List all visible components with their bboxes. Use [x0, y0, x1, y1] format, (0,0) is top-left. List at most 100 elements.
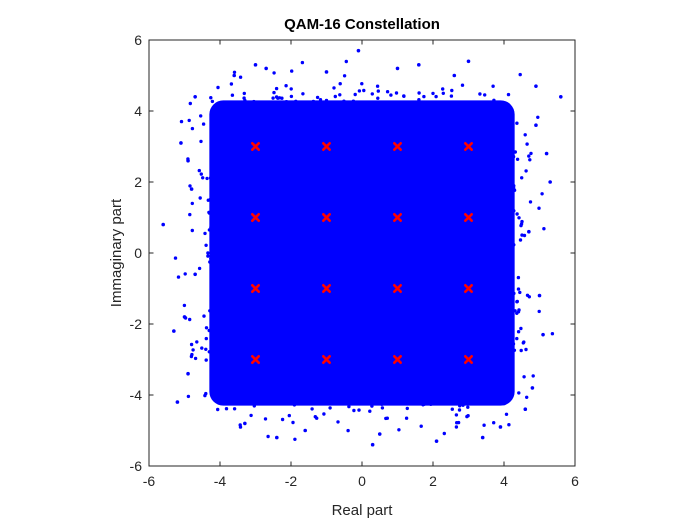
- sample-point: [324, 70, 329, 74]
- sample-point: [540, 192, 544, 196]
- sample-point: [218, 393, 223, 398]
- sample-point: [320, 398, 324, 402]
- sample-point: [402, 94, 406, 98]
- sample-point: [209, 193, 214, 198]
- sample-point: [218, 178, 223, 182]
- sample-point: [216, 362, 221, 367]
- sample-point: [243, 421, 247, 426]
- sample-point: [509, 299, 513, 303]
- sample-point: [221, 209, 225, 213]
- sample-point: [182, 303, 187, 308]
- sample-point: [210, 99, 215, 104]
- sample-point: [517, 391, 521, 395]
- y-tick-label: 6: [134, 32, 142, 48]
- sample-point: [204, 391, 208, 396]
- sample-point: [215, 137, 219, 141]
- sample-point: [502, 401, 506, 406]
- sample-point: [509, 314, 513, 318]
- sample-point: [492, 421, 496, 425]
- sample-point: [510, 177, 514, 181]
- sample-point: [495, 398, 499, 402]
- sample-point: [278, 393, 282, 397]
- sample-point: [332, 86, 336, 90]
- sample-point: [524, 169, 528, 173]
- sample-point: [397, 428, 401, 432]
- sample-point: [417, 98, 421, 102]
- sample-point: [230, 93, 235, 97]
- sample-point: [475, 106, 479, 110]
- sample-point: [322, 102, 326, 106]
- sample-point: [527, 154, 531, 158]
- sample-point: [238, 75, 243, 79]
- sample-point: [213, 327, 217, 331]
- sample-point: [404, 416, 409, 420]
- sample-point: [243, 98, 247, 103]
- sample-point: [509, 260, 513, 264]
- sample-point: [500, 302, 505, 306]
- sample-point: [342, 99, 346, 103]
- sample-point: [422, 402, 426, 406]
- sample-point: [504, 412, 509, 416]
- sample-point: [201, 176, 205, 180]
- sample-point: [300, 397, 304, 401]
- sample-point: [329, 102, 333, 107]
- sample-point: [289, 94, 294, 99]
- sample-point: [537, 309, 541, 314]
- sample-point: [509, 342, 513, 346]
- sample-point: [333, 94, 337, 99]
- sample-point: [502, 205, 506, 209]
- sample-point: [395, 66, 400, 71]
- sample-point: [375, 84, 380, 88]
- sample-point: [186, 158, 190, 163]
- sample-point: [550, 332, 555, 336]
- sample-point: [220, 307, 224, 311]
- sample-point: [206, 254, 210, 258]
- sample-point: [522, 340, 526, 344]
- sample-point: [189, 187, 194, 191]
- sample-point: [500, 321, 504, 325]
- sample-point: [506, 92, 511, 97]
- sample-point: [195, 340, 199, 344]
- sample-point: [500, 371, 504, 375]
- sample-point: [385, 395, 389, 400]
- sample-point: [301, 92, 305, 96]
- sample-point: [204, 243, 208, 247]
- sample-point: [356, 110, 361, 115]
- sample-point: [220, 390, 224, 394]
- sample-point: [506, 378, 510, 382]
- sample-point: [217, 300, 222, 304]
- sample-point: [525, 395, 529, 399]
- sample-point: [548, 180, 552, 184]
- sample-point: [344, 399, 348, 403]
- y-tick-label: -2: [130, 316, 143, 332]
- sample-point: [319, 107, 324, 111]
- sample-point: [380, 402, 384, 406]
- sample-point: [459, 390, 464, 394]
- sample-point: [429, 402, 433, 406]
- sample-point: [446, 401, 451, 406]
- sample-point: [358, 101, 363, 106]
- sample-point: [252, 404, 256, 408]
- sample-point: [217, 306, 222, 310]
- sample-point: [419, 424, 423, 428]
- sample-point: [183, 272, 187, 276]
- sample-point: [214, 315, 218, 319]
- sample-point: [259, 400, 264, 404]
- sample-point: [191, 348, 195, 352]
- sample-point: [385, 416, 389, 420]
- sample-point: [505, 118, 510, 122]
- ideal-point-marker: [251, 142, 260, 151]
- sample-point: [442, 431, 446, 436]
- sample-point: [193, 95, 197, 99]
- sample-point: [224, 407, 229, 411]
- x-tick-label: 6: [571, 473, 579, 489]
- sample-point: [359, 398, 363, 402]
- sample-point: [214, 249, 218, 254]
- sample-point: [472, 400, 476, 405]
- sample-point: [508, 143, 512, 147]
- sample-point: [188, 317, 192, 322]
- sample-point: [188, 101, 192, 106]
- sample-point: [344, 59, 348, 64]
- sample-point: [201, 122, 206, 126]
- sample-point: [303, 428, 308, 433]
